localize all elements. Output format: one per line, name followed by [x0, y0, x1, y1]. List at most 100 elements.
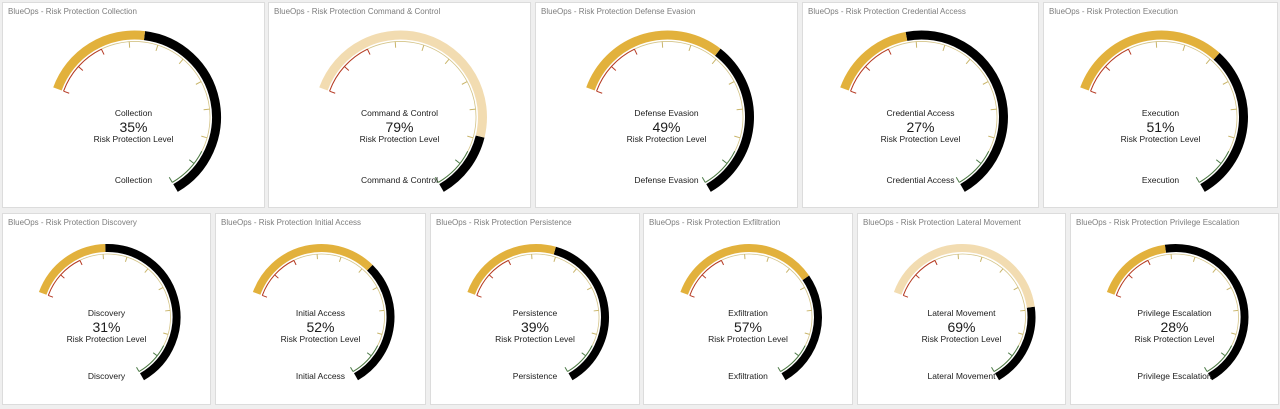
gauge-high-band	[437, 151, 469, 183]
gauge-tick	[1090, 90, 1097, 94]
gauge-high-band	[567, 345, 593, 372]
gauge-tick	[988, 135, 995, 139]
gauge-panel-credential-access: BlueOps - Risk Protection Credential Acc…	[802, 2, 1039, 208]
gauge-tick	[903, 294, 909, 298]
gauge-name: Collection	[114, 108, 153, 118]
gauge-tick	[766, 256, 769, 262]
gauge-tick	[1128, 274, 1133, 279]
gauge-low-band	[63, 48, 102, 92]
gauge-tick	[63, 90, 70, 94]
gauge-value-arc	[467, 244, 556, 295]
gauge-tick	[158, 286, 164, 291]
gauge-tick	[168, 176, 173, 183]
gauge-tick	[79, 260, 83, 266]
gauge-tick	[865, 66, 871, 71]
gauge-tick	[1116, 294, 1122, 298]
gauge-footer: Command & Control	[360, 175, 438, 185]
gauge-name: Exfiltration	[728, 308, 768, 318]
gauge-tick	[350, 366, 354, 372]
gauge-panel-defense-evasion: BlueOps - Risk Protection Defense Evasio…	[535, 2, 798, 208]
panel-title[interactable]: BlueOps - Risk Protection Exfiltration	[649, 218, 781, 227]
gauge-value: 57%	[733, 318, 763, 335]
gauge-tick	[720, 260, 725, 266]
gauge-center-text: Command & Control 79% Risk Protection Le…	[269, 109, 530, 143]
gauge-tick	[488, 274, 494, 279]
gauge-panel-privilege-escalation: BlueOps - Risk Protection Privilege Esca…	[1070, 213, 1279, 405]
gauge-value-arc	[893, 244, 1035, 308]
gauge-tick	[982, 81, 989, 85]
gauge-center-text: Collection 35% Risk Protection Level	[3, 109, 264, 143]
gauge-tick	[1212, 268, 1217, 273]
gauge-tick	[444, 58, 450, 65]
gauge-track	[143, 31, 221, 192]
gauge-tick	[60, 274, 65, 279]
panel-title[interactable]: BlueOps - Risk Protection Collection	[8, 7, 137, 16]
gauge-value-arc	[680, 244, 810, 295]
gauge-value-arc	[53, 30, 146, 91]
gauge-tick	[1195, 176, 1200, 183]
gauge-panel-command-control: BlueOps - Risk Protection Command & Cont…	[268, 2, 531, 208]
gauge-tick	[1233, 309, 1239, 312]
gauge-tick	[1192, 256, 1196, 262]
gauge-tick	[701, 274, 707, 279]
gauge-low-band	[596, 48, 635, 92]
gauge-center-text: Credential Access 27% Risk Protection Le…	[803, 109, 1038, 143]
gauge-tick	[955, 176, 960, 183]
gauge-tick	[689, 294, 695, 298]
gauge-tick	[274, 274, 279, 279]
gauge-tick	[721, 159, 728, 164]
gauge-name: Execution	[1141, 108, 1180, 118]
panel-title[interactable]: BlueOps - Risk Protection Discovery	[8, 218, 137, 227]
gauge-tick	[366, 48, 371, 55]
gauge-tick	[1204, 366, 1208, 372]
gauge-tick	[965, 58, 971, 65]
gauge-track	[905, 30, 1008, 192]
gauge-tick	[1020, 309, 1026, 312]
gauge-exfiltration	[680, 244, 822, 381]
gauge-tick	[100, 48, 105, 55]
panel-title[interactable]: BlueOps - Risk Protection Persistence	[436, 218, 572, 227]
panel-title[interactable]: BlueOps - Risk Protection Command & Cont…	[274, 7, 441, 16]
gauge-tick	[469, 108, 476, 111]
gauge-sublabel: Risk Protection Level	[280, 333, 361, 344]
gauge-footer: Credential Access	[886, 175, 955, 185]
gauge-tick	[377, 332, 383, 335]
gauge-tick	[461, 81, 468, 85]
gauge-tick	[734, 135, 741, 139]
gauge-tick	[633, 48, 638, 55]
gauge-low-band	[261, 259, 295, 296]
panel-title[interactable]: BlueOps - Risk Protection Privilege Esca…	[1076, 218, 1240, 227]
panel-title[interactable]: BlueOps - Risk Protection Lateral Moveme…	[863, 218, 1021, 227]
gauge-tick	[1226, 286, 1232, 291]
gauge-tick	[1007, 352, 1013, 357]
gauge-name: Privilege Escalation	[1137, 308, 1212, 318]
gauge-name: Lateral Movement	[927, 308, 996, 318]
gauge-tick	[136, 366, 140, 372]
gauge-sublabel: Risk Protection Level	[708, 333, 788, 344]
gauge-tick	[188, 159, 195, 164]
gauge-tick	[338, 256, 342, 262]
gauge-tick	[152, 352, 158, 357]
gauge-tick	[1220, 352, 1226, 357]
gauge-tick	[344, 66, 350, 71]
panel-title[interactable]: BlueOps - Risk Protection Credential Acc…	[808, 7, 966, 16]
gauge-tick	[777, 366, 781, 372]
gauge-center-text: Execution 51% Risk Protection Level	[1044, 109, 1277, 143]
gauge-high-band	[958, 151, 990, 183]
gauge-low-band	[902, 259, 936, 296]
gauge-tick	[293, 260, 297, 266]
gauge-high-band	[1206, 345, 1233, 372]
panel-title[interactable]: BlueOps - Risk Protection Initial Access	[221, 218, 362, 227]
gauge-sublabel: Risk Protection Level	[921, 333, 1002, 344]
gauge-sublabel: Risk Protection Level	[93, 133, 174, 144]
gauge-tick	[564, 366, 568, 372]
gauge-tick	[991, 366, 995, 372]
panel-title[interactable]: BlueOps - Risk Protection Execution	[1049, 7, 1178, 16]
gauge-tick	[806, 309, 812, 312]
gauge-tick	[975, 159, 982, 164]
panel-title[interactable]: BlueOps - Risk Protection Defense Evasio…	[541, 7, 696, 16]
gauge-tick	[804, 332, 810, 335]
gauge-execution	[1080, 30, 1248, 192]
gauge-footer: Discovery	[87, 371, 126, 381]
gauge-track	[994, 306, 1036, 381]
